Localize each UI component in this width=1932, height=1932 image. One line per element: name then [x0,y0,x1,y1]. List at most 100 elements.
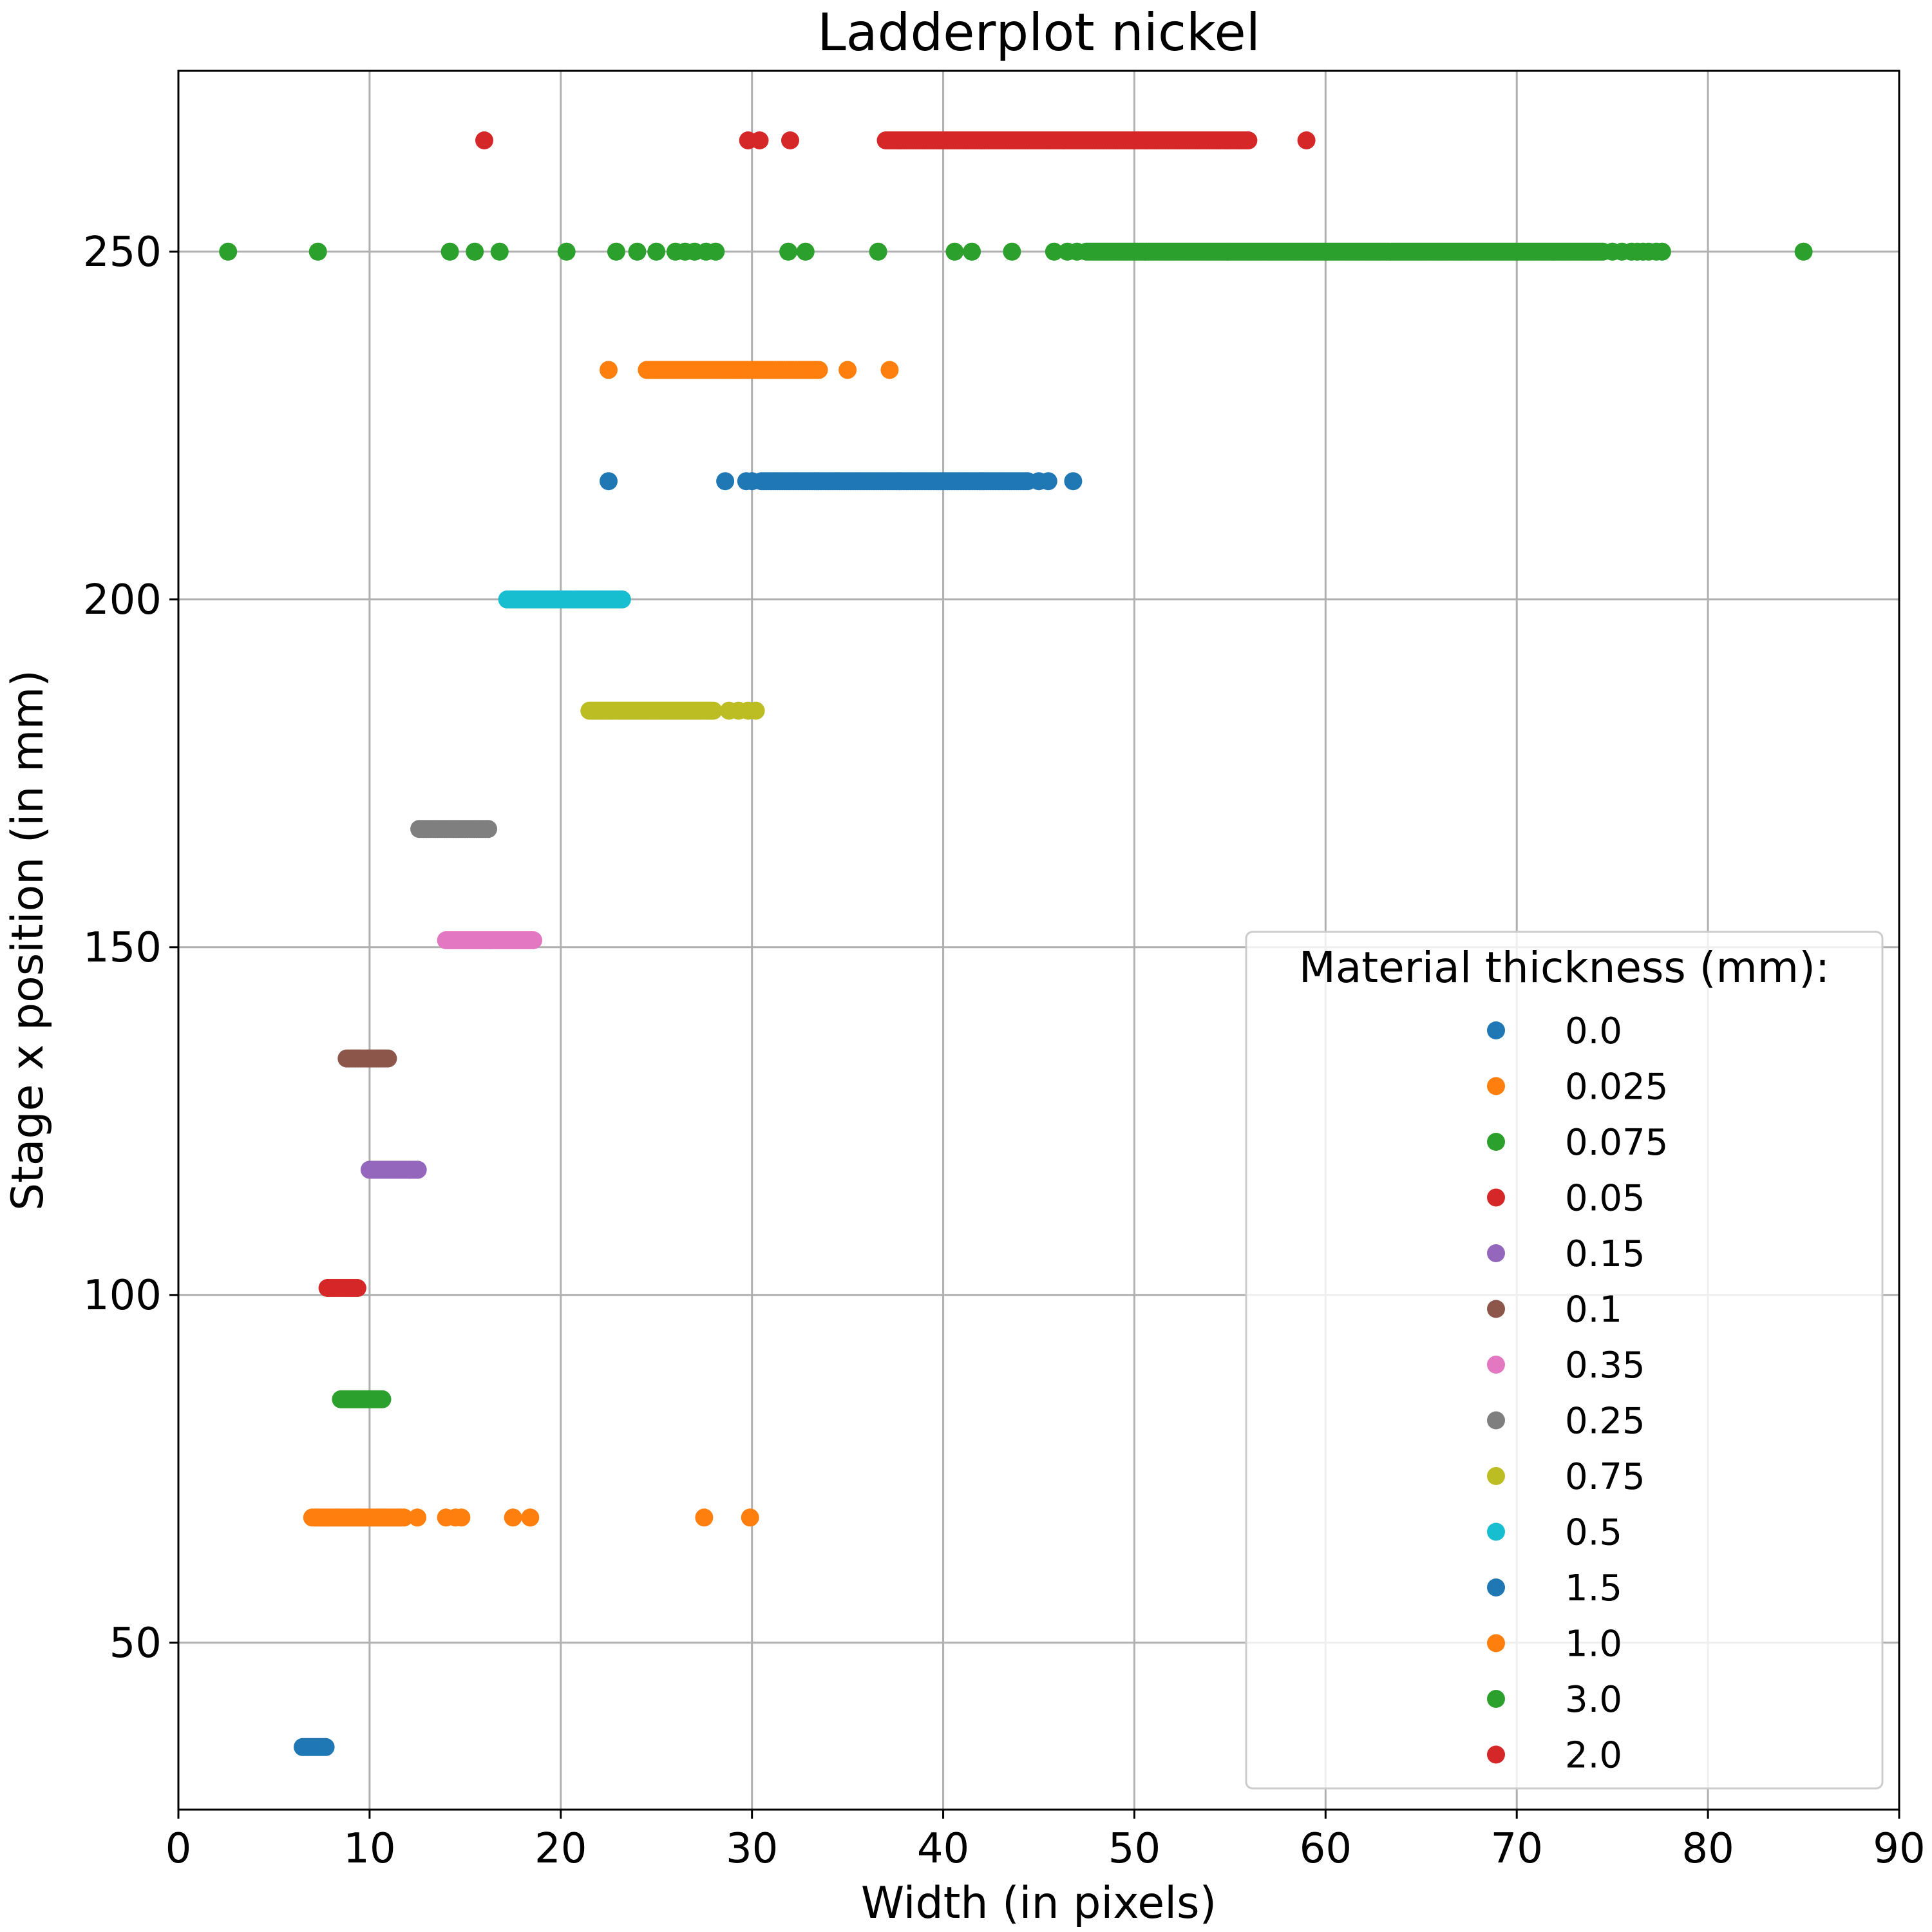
legend-marker [1487,1188,1505,1207]
data-point [647,242,666,261]
series-0-5 [498,590,631,609]
series-0-35 [437,931,542,949]
data-point [1239,131,1258,149]
series-0-1 [337,1049,397,1068]
x-axis-label: Width (in pixels) [861,1878,1217,1929]
legend-marker [1487,1634,1505,1653]
data-point [716,472,735,491]
data-point [704,701,723,720]
legend-label: 0.025 [1565,1066,1668,1108]
y-tick-label: 200 [83,576,162,624]
legend-item: 0.75 [1487,1456,1645,1498]
legend-marker [1487,1021,1505,1039]
legend-label: 0.1 [1565,1289,1622,1331]
legend-title: Material thickness (mm): [1299,943,1830,992]
data-point [452,1508,471,1527]
legend-marker [1487,1077,1505,1095]
legend-label: 0.075 [1565,1122,1668,1164]
data-point [750,131,769,149]
data-point [1064,472,1083,491]
legend-marker [1487,1356,1505,1374]
series-0-05 [318,1279,366,1297]
x-tick-label: 90 [1873,1825,1925,1873]
legend-label: 3.0 [1565,1679,1622,1721]
data-point [628,242,647,261]
series-3-0 [219,242,1813,261]
legend: Material thickness (mm): 0.00.0250.0750.… [1245,931,1884,1790]
data-point [475,131,493,149]
data-point [373,1390,392,1408]
data-point [963,242,981,261]
legend-item: 0.025 [1487,1066,1668,1108]
chart-title: Ladderplot nickel [817,3,1260,62]
legend-box [1245,931,1884,1790]
data-point [219,242,238,261]
data-point [504,1508,522,1527]
y-tick-label: 50 [109,1620,162,1667]
legend-label: 1.5 [1565,1567,1622,1609]
legend-marker [1487,1300,1505,1318]
series-0-15 [360,1160,427,1179]
legend-item: 0.1 [1487,1289,1622,1331]
data-point [945,242,964,261]
data-point [1653,242,1671,261]
data-point [440,242,459,261]
data-point [779,242,798,261]
x-tick-label: 10 [343,1825,395,1873]
x-tick-label: 70 [1491,1825,1543,1873]
data-point [1045,242,1063,261]
data-point [810,361,828,379]
legend-marker [1487,1133,1505,1151]
legend-entries: 0.0 0.025 0.075 0.05 0.15 0.1 0.35 0.25 0.75 0.5 1… [1487,1010,1668,1777]
legend-label: 0.5 [1565,1512,1622,1554]
legend-marker [1487,1690,1505,1708]
y-tick-label: 250 [83,229,162,276]
data-point [869,242,887,261]
data-point [557,242,576,261]
legend-item: 1.5 [1487,1567,1622,1609]
series-1-5 [600,472,1083,491]
data-point [600,361,618,379]
data-point [1003,242,1021,261]
data-point [1039,472,1057,491]
legend-item: 0.25 [1487,1401,1645,1443]
data-point [524,931,542,949]
data-point [490,242,509,261]
legend-marker [1487,1411,1505,1430]
series-0-075 [332,1390,392,1408]
legend-marker [1487,1578,1505,1596]
data-point [600,472,618,491]
data-point [695,1508,714,1527]
data-point [348,1279,366,1297]
legend-item: 0.35 [1487,1345,1645,1387]
y-axis-label: Stage x position (in mm) [3,670,53,1211]
legend-marker [1487,1244,1505,1262]
series-2-0 [475,131,1316,149]
data-point [607,242,625,261]
axis-ticks: 0 10 20 30 40 50 60 70 80 90 50 100 150 200 250 [83,229,1926,1873]
series-1-0 [600,361,899,379]
data-point [1297,131,1316,149]
data-point [838,361,857,379]
y-tick-label: 100 [83,1272,162,1320]
data-point [521,1508,540,1527]
data-point [746,701,765,720]
data-point [316,1738,335,1756]
x-tick-label: 0 [166,1825,192,1873]
data-point [479,820,497,838]
legend-item: 2.0 [1487,1735,1622,1777]
data-point [395,1508,413,1527]
data-point [1068,242,1086,261]
data-point [408,1160,427,1179]
x-tick-label: 50 [1108,1825,1160,1873]
plot-frame [177,70,1900,1811]
data-point [408,1508,427,1527]
data-point [796,242,815,261]
data-point [612,590,631,609]
legend-marker [1487,1522,1505,1541]
legend-item: 0.5 [1487,1512,1622,1554]
legend-item: 3.0 [1487,1679,1622,1721]
data-point [379,1049,397,1068]
legend-label: 0.75 [1565,1456,1645,1498]
